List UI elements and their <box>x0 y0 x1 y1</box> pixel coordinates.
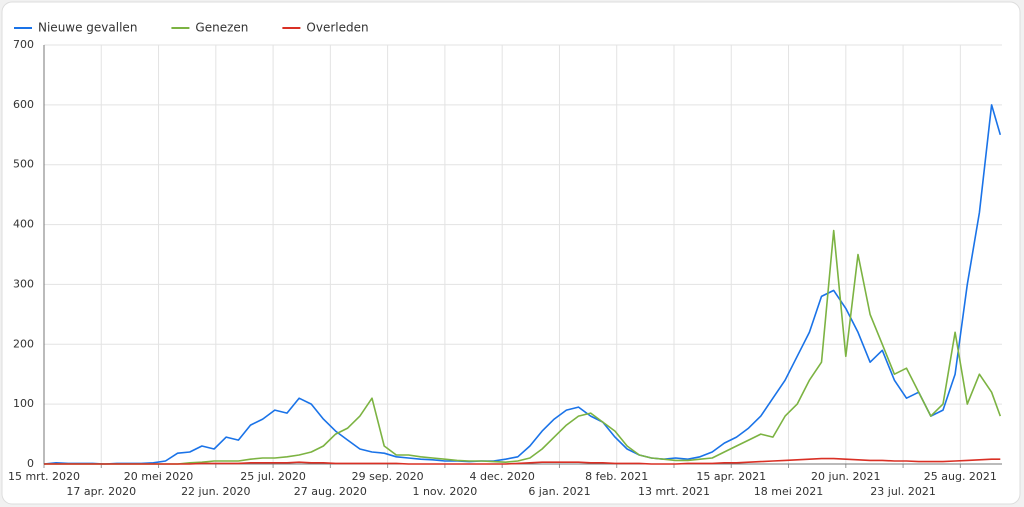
x-tick-label: 18 mei 2021 <box>754 485 824 498</box>
y-tick-label: 400 <box>13 218 34 231</box>
x-tick-label: 8 feb. 2021 <box>585 470 648 483</box>
y-tick-label: 0 <box>27 457 34 470</box>
x-tick-label: 27 aug. 2020 <box>294 485 367 498</box>
x-tick-label: 4 dec. 2020 <box>470 470 535 483</box>
series-line <box>44 229 1002 465</box>
x-tick-label: 1 nov. 2020 <box>412 485 477 498</box>
x-tick-label: 23 jul. 2021 <box>870 485 936 498</box>
legend-label: Genezen <box>195 21 248 35</box>
y-tick-label: 500 <box>13 158 34 171</box>
x-tick-label: 25 aug. 2021 <box>924 470 997 483</box>
y-tick-label: 200 <box>13 337 34 350</box>
x-tick-label: 20 jun. 2021 <box>811 470 880 483</box>
x-tick-label: 22 jun. 2020 <box>181 485 250 498</box>
series-line <box>44 457 1001 465</box>
x-tick-label: 20 mei 2020 <box>124 470 194 483</box>
x-tick-label: 25 jul. 2020 <box>240 470 306 483</box>
y-tick-label: 300 <box>13 277 34 290</box>
legend: Nieuwe gevallen Genezen Overleden <box>14 21 369 35</box>
legend-label: Overleden <box>306 21 368 35</box>
y-tick-label: 700 <box>13 38 34 51</box>
legend-label: Nieuwe gevallen <box>38 21 137 35</box>
x-tick-label: 15 mrt. 2020 <box>8 470 80 483</box>
y-tick-label: 100 <box>13 397 34 410</box>
x-tick-label: 15 apr. 2021 <box>696 470 766 483</box>
x-tick-label: 13 mrt. 2021 <box>638 485 710 498</box>
x-tick-label: 17 apr. 2020 <box>66 485 136 498</box>
x-tick-label: 29 sep. 2020 <box>352 470 424 483</box>
y-tick-label: 600 <box>13 98 34 111</box>
x-tick-label: 6 jan. 2021 <box>528 485 590 498</box>
series-line <box>43 104 1002 465</box>
